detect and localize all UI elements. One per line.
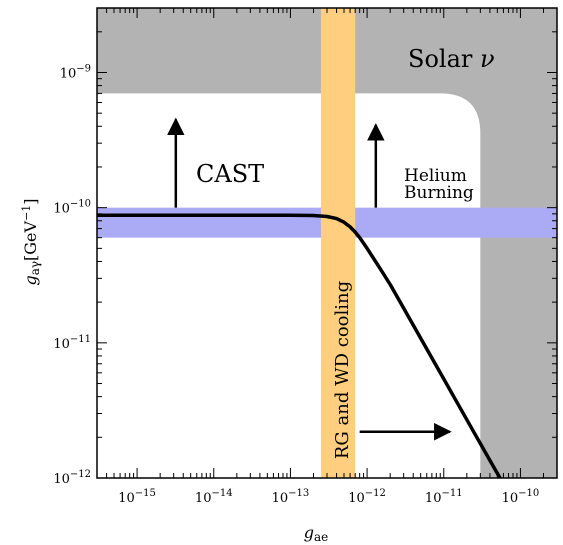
y-axis-title: gaγ[GeV−1] (20, 198, 42, 285)
x-tick-label: 10−12 (348, 488, 386, 506)
solar-label: Solar ν (408, 45, 495, 73)
y-tick-label: 10−12 (53, 469, 91, 487)
curve-layer (97, 215, 513, 500)
x-tick-label: 10−15 (118, 488, 156, 506)
x-tick-label: 10−14 (195, 488, 233, 506)
shaded-regions (97, 8, 557, 478)
rg-wd-label: RG and WD cooling (332, 281, 353, 459)
x-tick-label: 10−10 (502, 488, 540, 506)
y-tick-label: 10−9 (60, 63, 91, 81)
x-tick-label: 10−11 (425, 488, 463, 506)
helium-label-line2: Burning (404, 183, 474, 203)
y-tick-label: 10−11 (53, 334, 91, 352)
bound-curve (97, 215, 513, 500)
cast-label: CAST (196, 160, 264, 188)
x-tick-label: 10−13 (272, 488, 310, 506)
y-tick-label: 10−10 (53, 199, 91, 217)
axis-tick-labels: 10−15 10−14 10−13 10−12 10−11 10−10 10−9 10−10 1… (53, 63, 539, 506)
x-axis-title: gae (304, 523, 329, 544)
